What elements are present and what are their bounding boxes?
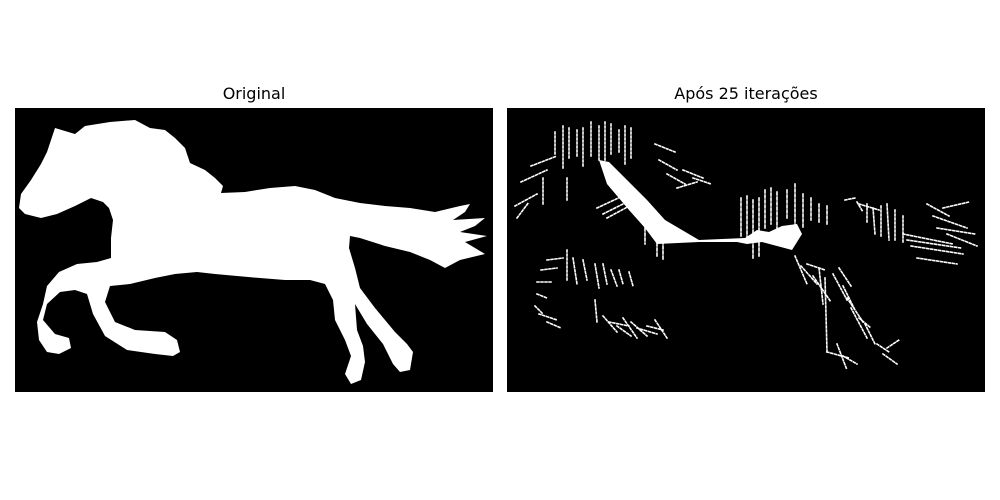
panel-original: Original [15, 84, 493, 392]
panel-title-skeleton: Após 25 iterações [674, 84, 818, 103]
panel-skeleton: Após 25 iterações [507, 84, 985, 392]
horse-silhouette [15, 108, 493, 392]
original-image [15, 108, 493, 392]
panel-title-original: Original [222, 84, 286, 103]
skeleton-image [507, 108, 985, 392]
horse-skeleton [507, 108, 985, 392]
